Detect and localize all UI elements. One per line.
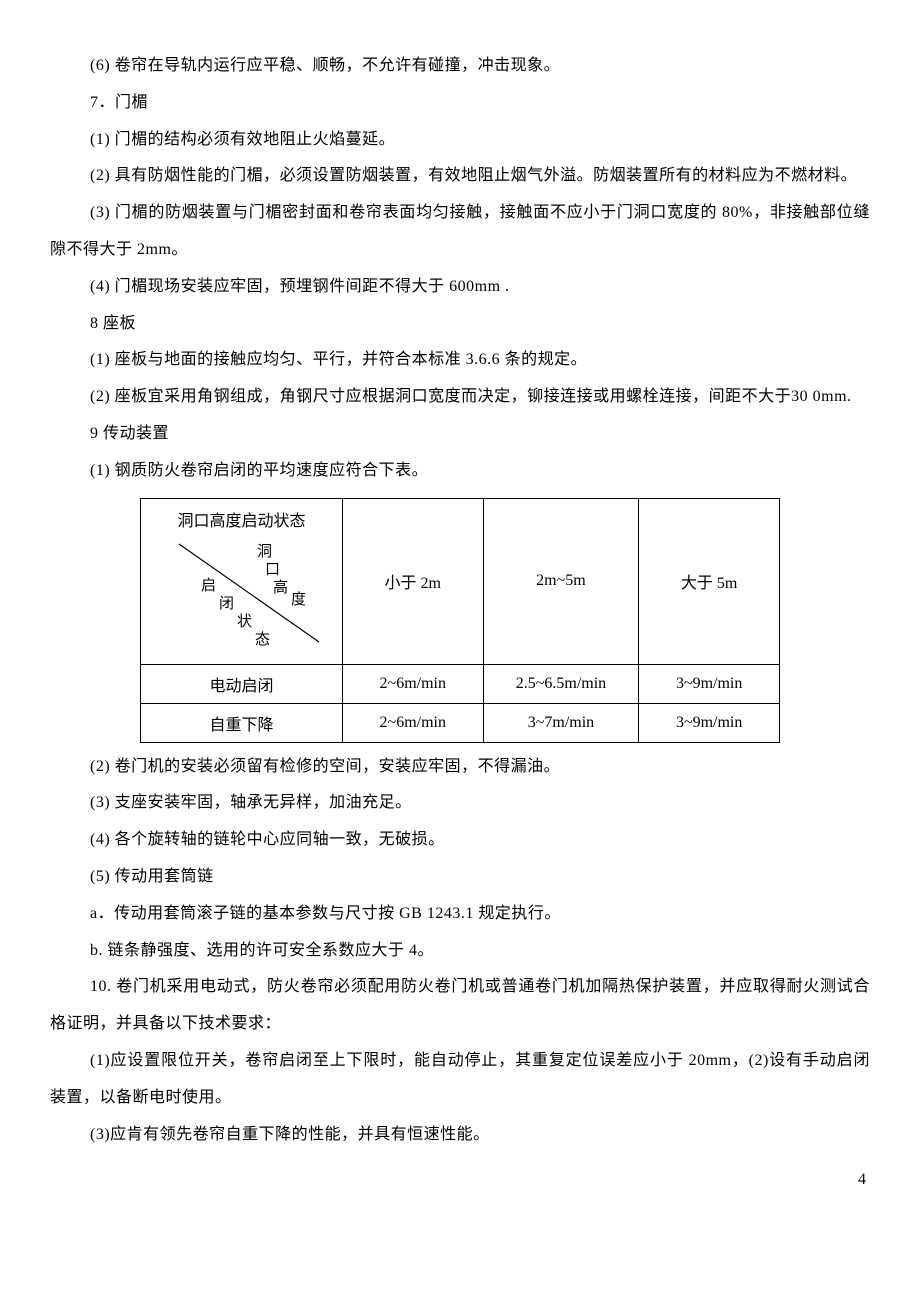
speed-table: 洞口高度启动状态 洞 口 启 高 度 闭 状 态 小于 2m 2m~5m 大于 … (140, 498, 780, 743)
col-header: 小于 2m (342, 498, 483, 664)
diag-char: 闭 (219, 597, 234, 612)
para-6: (6) 卷帘在导轨内运行应平稳、顺畅，不允许有碰撞，冲击现象。 (50, 48, 870, 85)
para-8-1: (1) 座板与地面的接触应均匀、平行，并符合本标准 3.6.6 条的规定。 (50, 342, 870, 379)
diag-header-cell: 洞口高度启动状态 洞 口 启 高 度 闭 状 态 (141, 498, 343, 664)
table-cell: 3~7m/min (483, 703, 639, 742)
diag-char: 高 (273, 581, 288, 596)
para-9-1: (1) 钢质防火卷帘启闭的平均速度应符合下表。 (50, 453, 870, 490)
para-9-5b: b. 链条静强度、选用的许可安全系数应大于 4。 (50, 933, 870, 970)
heading-9: 9 传动装置 (50, 416, 870, 453)
diag-char: 启 (201, 579, 216, 594)
diag-title: 洞口高度启动状态 (141, 507, 342, 531)
table-cell: 3~9m/min (639, 664, 780, 703)
row-label: 电动启闭 (141, 664, 343, 703)
col-header: 大于 5m (639, 498, 780, 664)
para-7-3: (3) 门楣的防烟装置与门楣密封面和卷帘表面均匀接触，接触面不应小于门洞口宽度的… (50, 195, 870, 269)
diag-char: 态 (255, 633, 270, 648)
table-row: 自重下降 2~6m/min 3~7m/min 3~9m/min (141, 703, 780, 742)
para-10: 10. 卷门机采用电动式，防火卷帘必须配用防火卷门机或普通卷门机加隔热保护装置，… (50, 969, 870, 1043)
para-9-2: (2) 卷门机的安装必须留有检修的空间，安装应牢固，不得漏油。 (50, 749, 870, 786)
diag-char: 口 (265, 563, 280, 578)
table-cell: 2.5~6.5m/min (483, 664, 639, 703)
table-cell: 2~6m/min (342, 664, 483, 703)
para-9-4: (4) 各个旋转轴的链轮中心应同轴一致，无破损。 (50, 822, 870, 859)
para-10-1: (1)应设置限位开关，卷帘启闭至上下限时，能自动停止，其重复定位误差应小于 20… (50, 1043, 870, 1117)
para-7-4: (4) 门楣现场安装应牢固，预埋钢件间距不得大于 600mm . (50, 269, 870, 306)
row-label: 自重下降 (141, 703, 343, 742)
para-10-3: (3)应肯有领先卷帘自重下降的性能，并具有恒速性能。 (50, 1117, 870, 1154)
heading-7: 7．门楣 (50, 85, 870, 122)
para-9-5: (5) 传动用套筒链 (50, 859, 870, 896)
diag-char: 状 (237, 615, 252, 630)
para-9-5a: a．传动用套筒滚子链的基本参数与尺寸按 GB 1243.1 规定执行。 (50, 896, 870, 933)
diag-char: 洞 (257, 545, 272, 560)
heading-8: 8 座板 (50, 306, 870, 343)
para-7-2: (2) 具有防烟性能的门楣，必须设置防烟装置，有效地阻止烟气外溢。防烟装置所有的… (50, 158, 870, 195)
col-header: 2m~5m (483, 498, 639, 664)
table-cell: 2~6m/min (342, 703, 483, 742)
diag-char: 度 (291, 593, 306, 608)
page-number: 4 (50, 1171, 870, 1189)
para-8-2: (2) 座板宜采用角钢组成，角钢尺寸应根据洞口宽度而决定，铆接连接或用螺栓连接，… (50, 379, 870, 416)
para-7-1: (1) 门楣的结构必须有效地阻止火焰蔓延。 (50, 122, 870, 159)
diag-wrap: 洞 口 启 高 度 闭 状 态 (141, 534, 342, 664)
table-row: 电动启闭 2~6m/min 2.5~6.5m/min 3~9m/min (141, 664, 780, 703)
para-9-3: (3) 支座安装牢固，轴承无异样，加油充足。 (50, 785, 870, 822)
table-header-row: 洞口高度启动状态 洞 口 启 高 度 闭 状 态 小于 2m 2m~5m 大于 … (141, 498, 780, 664)
document-page: (6) 卷帘在导轨内运行应平稳、顺畅，不允许有碰撞，冲击现象。 7．门楣 (1)… (0, 0, 920, 1229)
table-cell: 3~9m/min (639, 703, 780, 742)
